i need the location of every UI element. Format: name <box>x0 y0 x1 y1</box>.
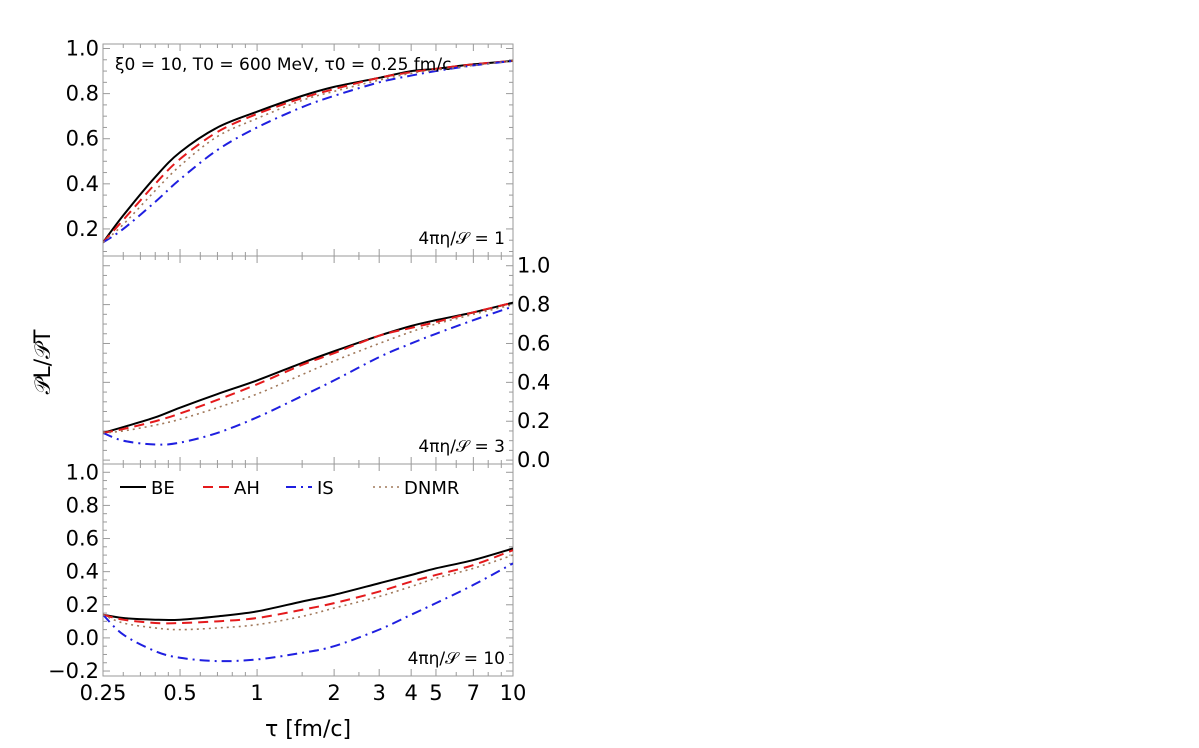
series-line-be <box>103 301 513 434</box>
panel-3: −0.2 0.0 0.2 0.4 0.6 0.8 1.0 4πη/𝒮 = 10 <box>48 460 514 683</box>
y-tick-label: 0.2 <box>517 409 550 433</box>
y-tick-label: 0.2 <box>66 217 99 241</box>
y-tick-label: 1.0 <box>66 460 99 484</box>
legend-item-is: IS <box>286 478 334 499</box>
y-tick-label: 0.8 <box>517 293 550 317</box>
panel-annotation: 4πη/𝒮 = 1 <box>418 229 505 249</box>
series-line-dnmr <box>103 554 513 631</box>
y-tick-label: 0.4 <box>66 172 99 196</box>
panel-annotation: 4πη/𝒮 = 3 <box>418 437 505 457</box>
y-tick-label: 1.0 <box>66 37 99 61</box>
series-line-be <box>103 547 513 622</box>
y-tick-label: 1.0 <box>517 254 550 278</box>
y-tick-label: −0.2 <box>48 659 99 683</box>
legend-item-be: BE <box>120 478 175 499</box>
legend-label-dnmr: DNMR <box>404 478 459 499</box>
legend-label-be: BE <box>151 478 175 499</box>
x-tick-label: 1 <box>250 681 263 705</box>
series-line-dnmr <box>103 60 513 244</box>
panel-annotation: 4πη/𝒮 = 10 <box>408 649 505 669</box>
y-tick-label: 0.2 <box>66 593 99 617</box>
y-tick-label: 0.6 <box>66 127 99 151</box>
legend-label-ah: AH <box>234 478 260 499</box>
y-tick-label: 0.4 <box>66 560 99 584</box>
y-tick-label: 0.8 <box>66 493 99 517</box>
x-axis-title: τ [fm/c] <box>265 717 351 742</box>
panel-1: 0.2 0.4 0.6 0.8 1.0 4πη/𝒮 = 1 <box>66 37 514 257</box>
series-line-ah <box>103 549 513 625</box>
legend-item-ah: AH <box>203 478 260 499</box>
series-line-is <box>103 59 513 244</box>
x-tick-label: 10 <box>500 681 527 705</box>
series-line-ah <box>103 301 513 434</box>
y-tick-label: 0.0 <box>517 448 550 472</box>
legend-label-is: IS <box>317 478 334 499</box>
y-axis-title: 𝒫L/𝒫T <box>31 329 56 394</box>
x-tick-label: 3 <box>372 681 385 705</box>
x-tick-label: 5 <box>429 681 442 705</box>
panel-frame <box>102 463 514 677</box>
x-tick-label: 2 <box>327 681 340 705</box>
y-tick-label: 0.4 <box>517 370 550 394</box>
x-tick-label: 0.25 <box>80 681 127 705</box>
x-tick-label: 4 <box>404 681 417 705</box>
y-tick-label: 0.6 <box>66 527 99 551</box>
x-tick-label: 7 <box>467 681 480 705</box>
legend-item-dnmr: DNMR <box>373 478 459 499</box>
chart-title: ξ0 = 10, T0 = 600 MeV, τ0 = 0.25 fm/c <box>115 55 451 75</box>
y-tick-label: 0.0 <box>66 626 99 650</box>
panel-2: 0.0 0.2 0.4 0.6 0.8 1.0 4πη/𝒮 = 3 <box>102 254 550 472</box>
series-line-is <box>103 305 513 446</box>
series-line-is <box>103 562 513 663</box>
x-tick-label: 0.5 <box>163 681 196 705</box>
y-tick-label: 0.6 <box>517 331 550 355</box>
series-line-ah <box>103 59 513 244</box>
y-tick-label: 0.8 <box>66 82 99 106</box>
